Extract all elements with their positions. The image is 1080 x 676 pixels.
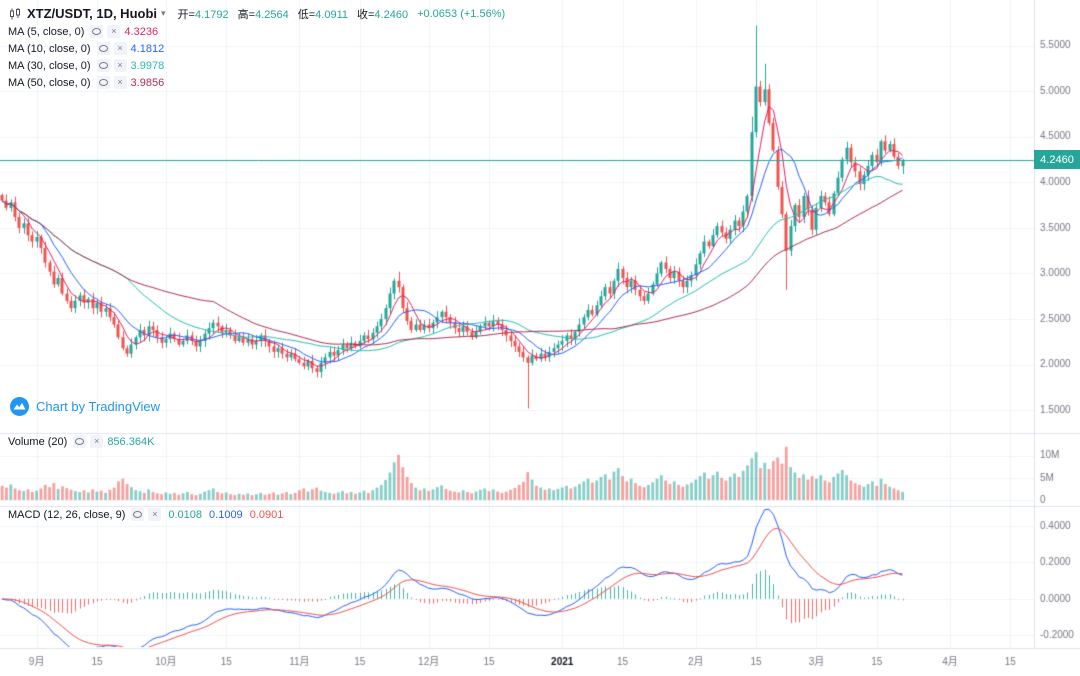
volume-pane[interactable]	[0, 435, 1034, 504]
chart-type-icon	[8, 7, 22, 21]
close-icon[interactable]: ×	[113, 76, 127, 89]
chevron-down-icon[interactable]: ▾	[161, 8, 166, 18]
last-price-badge: 4.2460	[1034, 150, 1080, 170]
indicator-label: MACD (12, 26, close, 9)	[8, 508, 126, 521]
eye-icon[interactable]	[96, 76, 110, 89]
ma-30-row[interactable]: MA (30, close, 0) × 3.9978	[8, 57, 505, 74]
ma-5-row[interactable]: MA (5, close, 0) × 4.3236	[8, 23, 505, 40]
indicator-label: MA (5, close, 0)	[8, 25, 85, 38]
indicator-label: MA (10, close, 0)	[8, 42, 91, 55]
indicator-value: 3.9978	[130, 59, 165, 72]
indicator-value: 856.364K	[107, 435, 155, 448]
indicator-label: MA (30, close, 0)	[8, 59, 91, 72]
close-icon[interactable]: ×	[113, 42, 127, 55]
indicator-value: 3.9856	[130, 76, 165, 89]
eye-icon[interactable]	[73, 435, 87, 448]
eye-icon[interactable]	[96, 59, 110, 72]
close-icon[interactable]: ×	[148, 508, 162, 521]
eye-icon[interactable]	[90, 25, 104, 38]
indicator-value: 4.3236	[124, 25, 159, 38]
macd-legend[interactable]: MACD (12, 26, close, 9) × 0.0108 0.1009 …	[8, 508, 283, 521]
indicator-label: MA (50, close, 0)	[8, 76, 91, 89]
main-legend: XTZ/USDT, 1D, Huobi ▾ 开=4.1792 高=4.2564 …	[8, 4, 505, 91]
close-value: 收=4.2460	[356, 8, 409, 21]
indicator-label: Volume (20)	[8, 435, 68, 448]
eye-icon[interactable]	[96, 42, 110, 55]
ma-10-row[interactable]: MA (10, close, 0) × 4.1812	[8, 40, 505, 57]
time-axis[interactable]	[0, 648, 1080, 676]
change-value: +0.0653 (+1.56%)	[417, 7, 506, 20]
open-value: 开=4.1792	[177, 8, 229, 21]
close-icon[interactable]: ×	[107, 25, 121, 38]
macd-values: 0.0108 0.1009 0.0901	[168, 509, 283, 521]
close-icon[interactable]: ×	[90, 435, 104, 448]
tradingview-logo-icon	[10, 397, 29, 416]
macd-pane[interactable]	[0, 508, 1034, 648]
ma-50-row[interactable]: MA (50, close, 0) × 3.9856	[8, 74, 505, 91]
ohlc-values: 开=4.1792 高=4.2564 低=4.0911 收=4.2460 +0.0…	[178, 6, 506, 22]
eye-icon[interactable]	[131, 508, 145, 521]
symbol-title: XTZ/USDT, 1D, Huobi	[27, 6, 157, 21]
indicator-value: 4.1812	[130, 42, 165, 55]
macd-line-value: 0.1009	[209, 508, 243, 521]
volume-legend[interactable]: Volume (20) × 856.364K	[8, 435, 154, 448]
low-value: 低=4.0911	[297, 8, 348, 21]
macd-signal-value: 0.0901	[249, 508, 284, 521]
macd-hist-value: 0.0108	[168, 508, 203, 521]
close-icon[interactable]: ×	[113, 59, 127, 72]
price-axis[interactable]	[1034, 0, 1080, 648]
high-value: 高=4.2564	[237, 8, 289, 21]
watermark-text: Chart by TradingView	[36, 399, 161, 414]
symbol-legend[interactable]: XTZ/USDT, 1D, Huobi ▾ 开=4.1792 高=4.2564 …	[8, 4, 505, 23]
tradingview-attribution[interactable]: Chart by TradingView	[10, 397, 160, 416]
